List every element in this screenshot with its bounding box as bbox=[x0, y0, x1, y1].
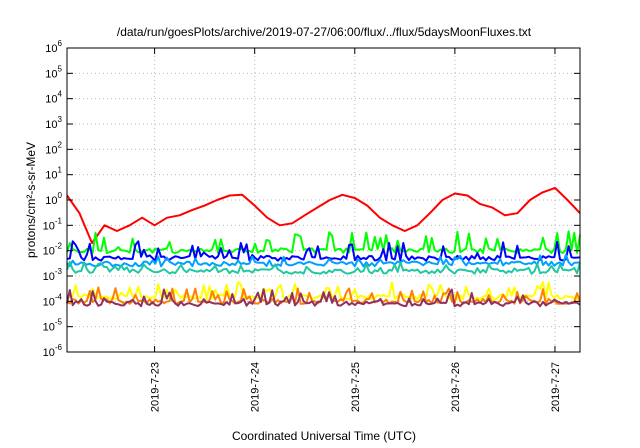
y-tick-label: 105 bbox=[45, 64, 62, 80]
series-line bbox=[66, 230, 581, 255]
y-tick-exponent: -1 bbox=[55, 216, 63, 225]
series-line bbox=[66, 240, 581, 262]
y-tick-exponent: -4 bbox=[55, 292, 63, 301]
y-tick-exponent: -2 bbox=[55, 242, 63, 251]
x-tick-label: 2019-7-24 bbox=[250, 362, 262, 412]
y-tick-exponent: 0 bbox=[58, 191, 63, 200]
series-line bbox=[66, 288, 581, 308]
y-tick-label: 106 bbox=[45, 39, 62, 55]
y-tick-label: 104 bbox=[45, 90, 62, 106]
y-tick-exponent: -3 bbox=[55, 267, 63, 276]
y-tick-exponent: 5 bbox=[58, 64, 63, 73]
x-tick-label: 2019-7-26 bbox=[450, 362, 462, 412]
y-tick-exponent: 6 bbox=[58, 39, 63, 48]
y-tick-label: 10-3 bbox=[43, 267, 63, 283]
series-line bbox=[66, 281, 581, 301]
y-tick-exponent: -5 bbox=[55, 318, 63, 327]
series-line bbox=[66, 253, 581, 268]
y-axis-ticks: 10-610-510-410-310-210-11001011021031041… bbox=[43, 39, 580, 359]
y-tick-label: 101 bbox=[45, 166, 62, 182]
y-tick-exponent: 2 bbox=[58, 140, 63, 149]
y-tick-label: 10-2 bbox=[43, 242, 63, 258]
x-tick-label: 2019-7-27 bbox=[550, 362, 562, 412]
y-tick-exponent: -6 bbox=[55, 343, 63, 352]
x-axis-label: Coordinated Universal Time (UTC) bbox=[232, 429, 416, 443]
series-lines bbox=[66, 186, 581, 308]
chart-title: /data/run/goesPlots/archive/2019-07-27/0… bbox=[117, 25, 532, 39]
series-line bbox=[66, 261, 581, 275]
y-tick-label: 102 bbox=[45, 140, 62, 156]
y-axis-label: protons/cm²-s-sr-MeV bbox=[24, 142, 38, 258]
y-tick-label: 100 bbox=[45, 191, 62, 207]
y-tick-exponent: 4 bbox=[58, 90, 63, 99]
x-tick-label: 2019-7-25 bbox=[350, 362, 362, 412]
y-tick-exponent: 3 bbox=[58, 115, 63, 124]
grid-lines bbox=[67, 48, 580, 352]
y-tick-label: 10-6 bbox=[43, 343, 63, 359]
x-axis-ticks: 2019-7-23 2019-7-24 2019-7-25 2019-7-26 2019… bbox=[150, 48, 562, 412]
y-tick-label: 10-4 bbox=[43, 292, 63, 308]
x-tick-label: 2019-7-23 bbox=[150, 362, 162, 412]
y-tick-exponent: 1 bbox=[58, 166, 63, 175]
y-tick-label: 10-1 bbox=[43, 216, 63, 232]
y-tick-label: 103 bbox=[45, 115, 62, 131]
y-tick-label: 10-5 bbox=[43, 318, 63, 334]
series-line bbox=[66, 186, 581, 244]
